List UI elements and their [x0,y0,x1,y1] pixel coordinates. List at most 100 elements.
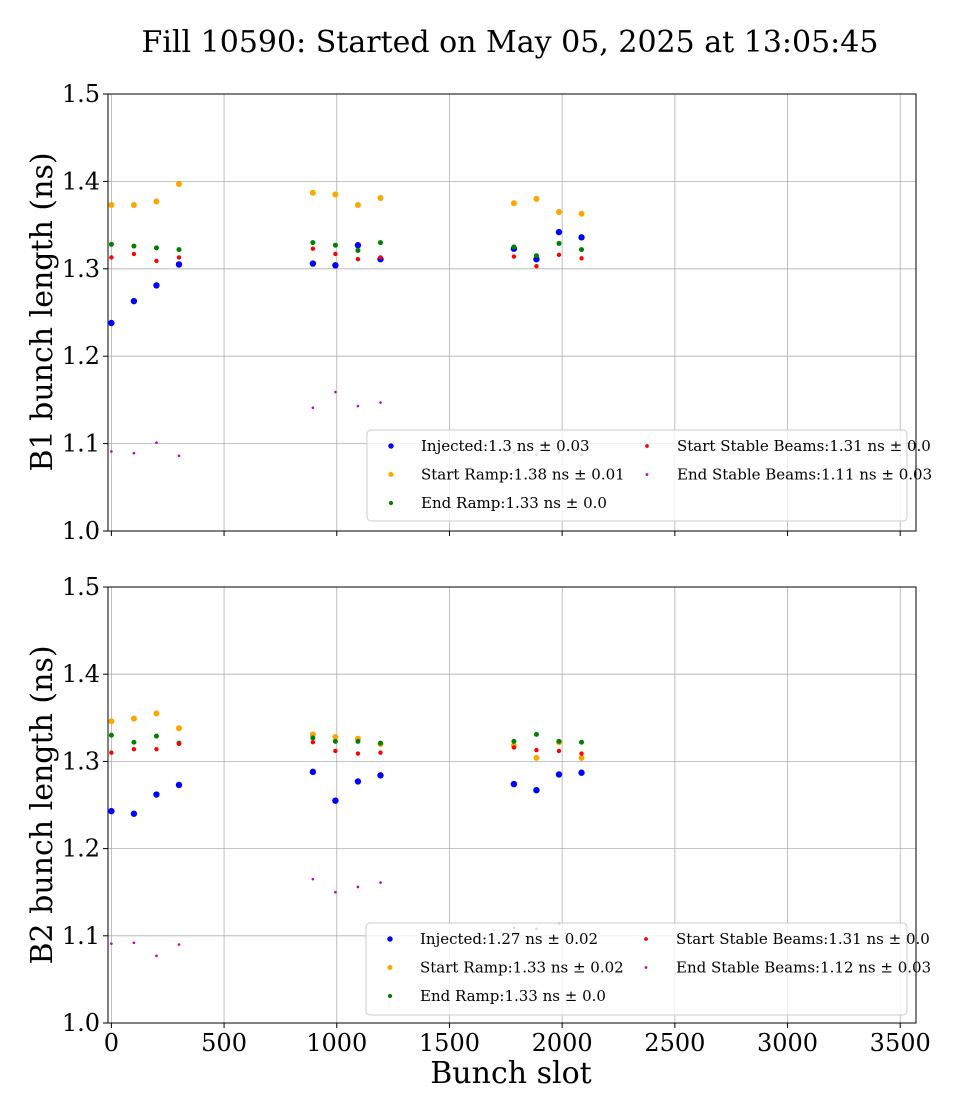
b2-data-point [355,751,361,756]
b1-data-point [153,198,160,205]
b2-data-point [578,769,585,776]
b1-legend-label: End Stable Beams:1.11 ns ± 0.03 [677,466,932,484]
b1-data-point [332,262,339,269]
b1-data-point [355,256,361,262]
b1-data-point [578,210,585,217]
b2-data-point [108,718,115,725]
b2-x-tick-label: 500 [201,1029,247,1057]
b2-y-tick-label: 1.3 [62,747,100,775]
b2-legend-marker [644,937,648,941]
b1-y-tick-label: 1.2 [62,342,100,370]
b2-legend-marker [387,936,393,942]
b1-data-point [109,255,114,260]
b1-legend-marker [388,443,394,449]
b1-y-tick-label: 1.4 [62,167,100,195]
b1-data-point [108,201,115,208]
b1-data-point [130,297,138,305]
b1-data-point [579,247,585,253]
b1-data-point [533,253,539,259]
b1-y-tick-label: 1.3 [62,255,100,283]
b2-data-point [354,778,362,785]
b2-data-point [377,740,383,746]
b1-data-point [354,201,361,208]
b2-data-point [109,750,114,755]
b2-data-point [311,877,315,881]
b2-data-point [130,810,138,817]
b2-data-point [511,738,517,744]
b1-data-point [333,251,338,257]
b1-data-point [110,450,113,453]
b1-legend-label: Start Stable Beams:1.31 ns ± 0.0 [677,437,931,455]
b1-y-tick-label: 1.1 [62,430,100,458]
b2-x-tick-label: 2500 [644,1029,705,1057]
b2-panel: B2 bunch length (ns) Bunch slot 0 500 1000… [25,573,931,1091]
b1-legend-label: End Ramp:1.33 ns ± 0.0 [421,494,607,512]
b1-data-point [355,247,361,253]
b1-plot-frame [107,93,917,532]
b1-legend-label: Start Ramp:1.38 ns ± 0.01 [421,466,625,484]
b1-legend-marker [388,500,394,506]
b1-data-point [578,234,585,241]
b2-plot-frame [107,586,917,1024]
b2-data-point [533,786,540,794]
b2-data-point [131,739,137,745]
b1-data-point [311,406,315,410]
b1-legend-marker [645,473,649,476]
b2-data-point [110,942,113,945]
b1-data-point [510,200,517,207]
b1-data-point [131,243,137,249]
b1-data-point [155,441,158,445]
b2-data-point [533,731,539,737]
b1-data-point [176,255,182,260]
b1-data-point [511,254,517,259]
b2-data-point [510,780,518,788]
b2-data-point [108,732,114,738]
b2-x-tick-label: 1500 [419,1029,480,1057]
b2-data-point [356,885,360,889]
b1-data-point [176,247,182,253]
b1-data-point [555,228,563,236]
b2-y-tick-label: 1.4 [62,660,100,688]
b1-data-point [556,240,562,246]
b1-data-point [177,454,181,458]
b1-legend-label: Injected:1.3 ns ± 0.03 [421,437,590,455]
b1-y-tick-label: 1.5 [62,80,100,108]
b2-data-point [154,746,159,752]
b1-data-point [579,256,584,261]
b2-data-point [534,747,539,753]
b2-legend-marker [644,966,648,969]
b1-data-point [153,245,159,251]
b2-data-point [310,735,316,741]
b1-legend-marker [645,444,649,448]
b1-data-point [556,252,562,258]
b2-data-point [332,738,338,744]
b1-panel: B1 bunch length (ns) 1.0 1.1 1.2 1.3 1.4 1.5 I… [25,80,932,545]
b2-data-point [108,807,115,815]
b1-data-point [555,208,562,215]
b2-data-point [379,881,382,884]
b1-data-point [154,258,159,264]
b1-y-axis-label: B1 bunch length (ns) [25,152,60,471]
b2-data-point [511,745,517,750]
b1-data-point [534,263,539,269]
b1-data-point [533,195,540,202]
b1-data-point [108,241,114,247]
b2-legend-box [365,922,908,1016]
b2-legend-label: End Ramp:1.33 ns ± 0.0 [420,987,606,1005]
b2-data-point [556,748,562,754]
b2-data-point [555,771,563,778]
b1-data-point [379,401,382,404]
b1-data-point [153,282,160,289]
x-axis-label: Bunch slot [430,1056,591,1091]
b1-legend-marker [388,471,394,478]
b2-data-point [177,943,181,946]
b2-x-tick-label: 2000 [532,1029,593,1057]
b2-x-tick-label: 3000 [757,1029,818,1057]
b1-data-point [310,240,316,246]
b2-data-point [131,746,137,752]
b1-data-point [332,191,339,198]
b2-data-point [309,768,317,776]
b2-data-point [377,772,384,779]
b2-legend-label: End Stable Beams:1.12 ns ± 0.03 [676,959,931,977]
